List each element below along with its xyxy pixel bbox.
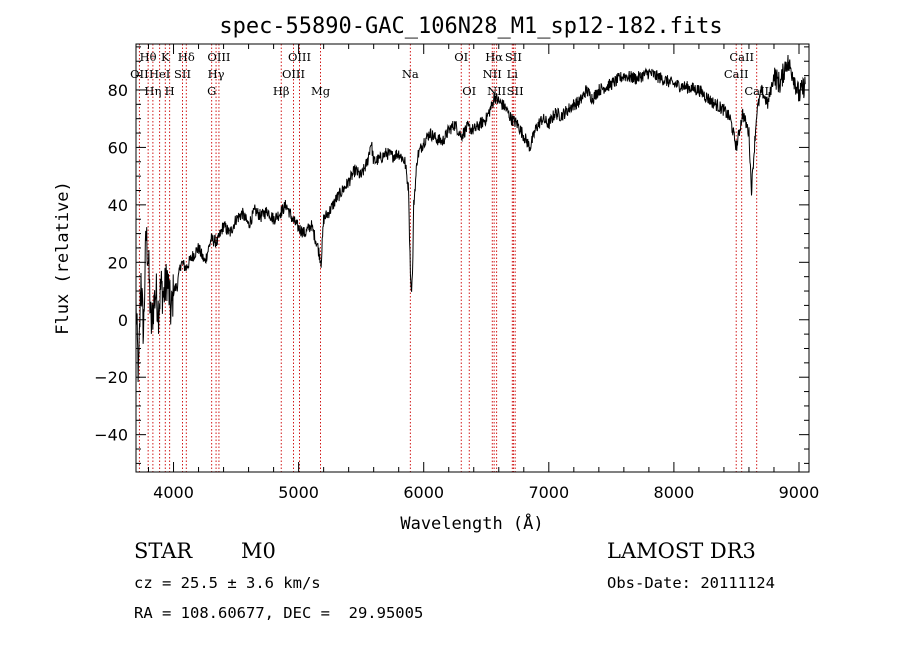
spectral-line-label: OI bbox=[462, 84, 476, 98]
x-tick-label: 8000 bbox=[654, 483, 695, 502]
spectral-line-label: G bbox=[207, 84, 216, 98]
spectral-line-label: HeI bbox=[149, 67, 170, 81]
y-tick-label: −20 bbox=[94, 368, 128, 387]
axis-ticks: 4000 5000 6000 7000 8000 9000 −40 −20 0 20 40 60 80 bbox=[94, 44, 819, 502]
spectral-line-label: CaII bbox=[729, 50, 754, 64]
spectral-line-label: Hγ bbox=[208, 67, 225, 81]
x-tick-label: 5000 bbox=[278, 483, 319, 502]
spectral-line-label: Hη bbox=[144, 84, 161, 98]
spectrum-line bbox=[135, 54, 806, 383]
spectral-line-label: SII bbox=[507, 84, 524, 98]
spectral-line-label: K bbox=[161, 50, 170, 64]
y-tick-label: 0 bbox=[118, 311, 128, 330]
y-tick-label: 40 bbox=[108, 196, 128, 215]
observation-date: Obs-Date: 20111124 bbox=[607, 574, 775, 592]
spectrum-series bbox=[135, 54, 806, 383]
x-tick-label: 9000 bbox=[779, 483, 820, 502]
y-tick-label: 60 bbox=[108, 138, 128, 157]
redshift-velocity: cz = 25.5 ± 3.6 km/s bbox=[134, 574, 321, 592]
spectral-line-label: Mg bbox=[311, 84, 331, 98]
spectral-line-label: Hδ bbox=[178, 50, 195, 64]
chart-title: spec-55890-GAC_106N28_M1_sp12-182.fits bbox=[219, 14, 722, 39]
spectral-line-label: OI bbox=[454, 50, 468, 64]
object-subclass: M0 bbox=[241, 539, 276, 563]
spectral-line-label: SII bbox=[174, 67, 191, 81]
spectral-line-label: NII bbox=[483, 67, 502, 81]
spectral-line-label: Hθ bbox=[140, 50, 157, 64]
spectral-line-label: Hα bbox=[485, 50, 503, 64]
spectral-line-label: OIII bbox=[207, 50, 230, 64]
plot-frame bbox=[135, 43, 810, 473]
y-tick-label: 80 bbox=[108, 81, 128, 100]
spectral-line-label: Hβ bbox=[273, 84, 290, 98]
y-axis-label: Flux (relative) bbox=[53, 181, 73, 335]
spectral-line-label: OIII bbox=[282, 67, 305, 81]
x-tick-label: 4000 bbox=[153, 483, 194, 502]
survey-name: LAMOST DR3 bbox=[607, 539, 756, 563]
spectral-line-label: SII bbox=[505, 50, 522, 64]
spectral-line-label: Na bbox=[402, 67, 419, 81]
spectral-line-label: Li bbox=[507, 67, 519, 81]
spectral-line-label: H bbox=[165, 84, 175, 98]
x-tick-label: 6000 bbox=[403, 483, 444, 502]
spectral-line-labels: Hθ OII Hη K HeI H Hδ SII OIII Hγ G OIII OIII Hβ Mg Na OI… bbox=[130, 50, 769, 98]
spectral-line-label: OII bbox=[130, 67, 149, 81]
x-axis-label: Wavelength (Å) bbox=[400, 512, 543, 534]
y-tick-label: 20 bbox=[108, 253, 128, 272]
coordinates: RA = 108.60677, DEC = 29.95005 bbox=[134, 604, 424, 622]
object-class: STAR bbox=[134, 539, 193, 563]
spectral-lines bbox=[138, 44, 758, 472]
x-tick-label: 7000 bbox=[528, 483, 569, 502]
spectral-line-label: CaII bbox=[724, 67, 749, 81]
spectral-line-label: NII bbox=[487, 84, 506, 98]
spectral-line-label: CaII bbox=[744, 84, 769, 98]
y-tick-label: −40 bbox=[94, 426, 128, 445]
spectral-line-label: OIII bbox=[288, 50, 311, 64]
